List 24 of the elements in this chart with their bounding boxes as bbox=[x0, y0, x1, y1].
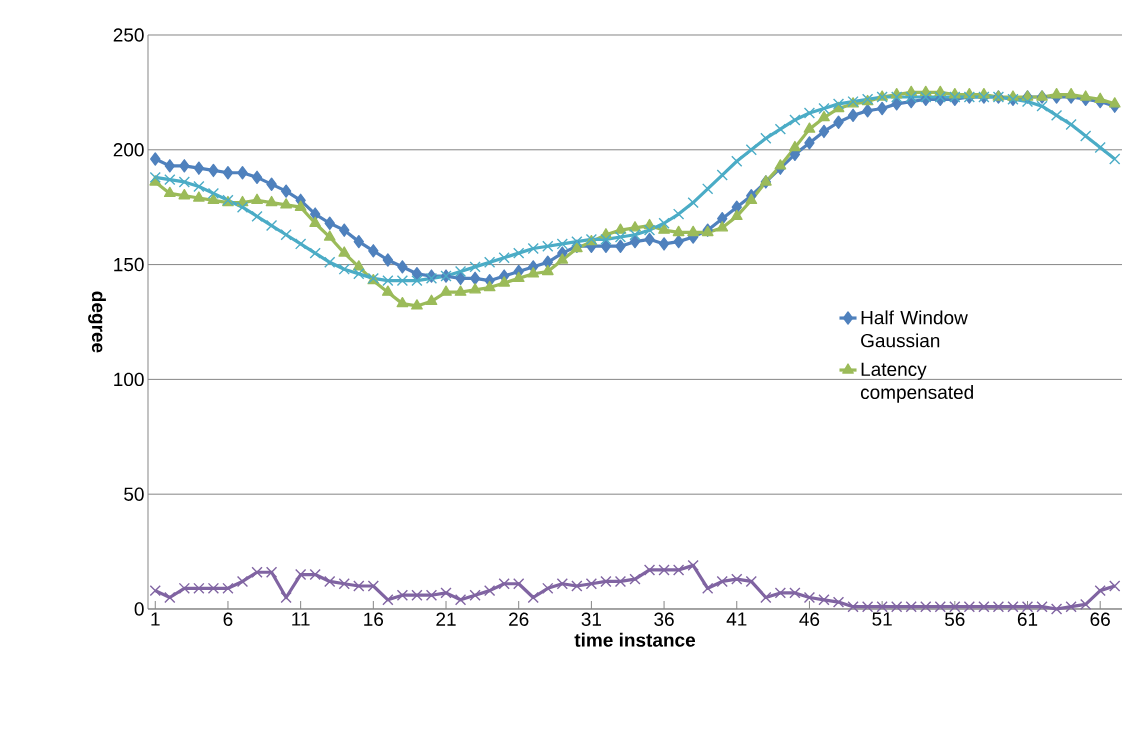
x-tick-label: 31 bbox=[581, 612, 602, 626]
x-tick-label: 51 bbox=[872, 612, 892, 626]
y-tick-label: 250 bbox=[113, 28, 144, 42]
y-tick-label: 50 bbox=[124, 487, 144, 501]
x-tick-label: 46 bbox=[799, 612, 820, 626]
x-tick-label: 16 bbox=[364, 612, 384, 626]
x-tick-label: 11 bbox=[292, 612, 310, 626]
x-tick-label: 36 bbox=[654, 612, 674, 626]
x-tick-label: 1 bbox=[151, 612, 160, 626]
y-tick-label: 100 bbox=[114, 372, 144, 387]
y-tick-label: 200 bbox=[113, 143, 144, 157]
legend-label: Latency compensated bbox=[860, 362, 973, 403]
x-tick-label: 56 bbox=[945, 612, 965, 626]
y-tick-label: 150 bbox=[114, 257, 144, 272]
x-tick-label: 26 bbox=[509, 612, 529, 626]
x-tick-label: 61 bbox=[1017, 612, 1038, 626]
y-tick-label: 0 bbox=[134, 602, 144, 616]
x-tick-label: 21 bbox=[436, 612, 456, 626]
x-tick-label: 6 bbox=[223, 612, 233, 626]
x-axis-title: time instance bbox=[574, 632, 696, 647]
x-tick-label: 66 bbox=[1090, 612, 1110, 626]
y-axis-title: degree bbox=[88, 291, 106, 353]
legend-label: Half Window Gaussian bbox=[861, 310, 968, 348]
x-tick-label: 41 bbox=[726, 612, 747, 626]
